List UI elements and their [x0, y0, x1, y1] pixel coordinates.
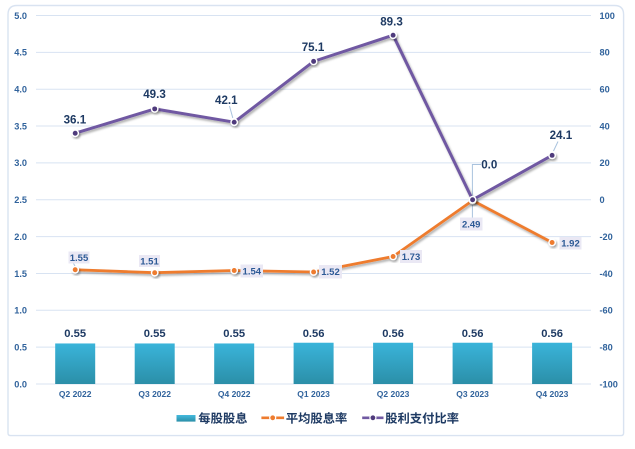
svg-text:5.0: 5.0	[14, 11, 27, 21]
svg-text:0.55: 0.55	[144, 328, 166, 340]
svg-text:1.5: 1.5	[14, 269, 27, 279]
svg-text:80: 80	[600, 48, 610, 58]
svg-text:Q4 2023: Q4 2023	[536, 389, 569, 399]
svg-text:1.73: 1.73	[402, 252, 421, 263]
svg-text:89.3: 89.3	[380, 15, 403, 28]
svg-text:Q3 2023: Q3 2023	[456, 389, 489, 399]
svg-text:3.5: 3.5	[14, 121, 27, 131]
svg-text:42.1: 42.1	[215, 94, 238, 107]
svg-text:-60: -60	[600, 306, 613, 316]
svg-text:4.5: 4.5	[14, 48, 27, 58]
svg-text:-20: -20	[600, 232, 613, 242]
svg-text:2.49: 2.49	[462, 219, 481, 230]
svg-text:Q2 2023: Q2 2023	[377, 389, 410, 399]
svg-text:Q3 2022: Q3 2022	[138, 389, 171, 399]
svg-text:100: 100	[600, 11, 615, 21]
svg-text:75.1: 75.1	[302, 41, 325, 54]
svg-text:4.0: 4.0	[14, 85, 27, 95]
svg-text:0.56: 0.56	[541, 328, 563, 340]
svg-text:-40: -40	[600, 269, 613, 279]
svg-text:-100: -100	[600, 379, 618, 389]
svg-text:1.52: 1.52	[321, 267, 340, 278]
svg-text:0.56: 0.56	[462, 328, 484, 340]
svg-text:20: 20	[600, 158, 610, 168]
svg-text:1.51: 1.51	[140, 256, 159, 267]
svg-text:1.92: 1.92	[561, 239, 580, 250]
svg-text:49.3: 49.3	[143, 88, 166, 101]
svg-text:36.1: 36.1	[64, 113, 87, 126]
svg-text:0.55: 0.55	[64, 328, 86, 340]
svg-text:0: 0	[600, 195, 605, 205]
svg-text:40: 40	[600, 121, 610, 131]
svg-text:Q2 2022: Q2 2022	[59, 389, 92, 399]
svg-text:0.56: 0.56	[382, 328, 404, 340]
svg-text:2.5: 2.5	[14, 195, 27, 205]
svg-text:2.0: 2.0	[14, 232, 27, 242]
svg-text:-80: -80	[600, 342, 613, 352]
svg-text:0.56: 0.56	[303, 328, 325, 340]
svg-text:3.0: 3.0	[14, 158, 27, 168]
svg-text:Q4 2022: Q4 2022	[218, 389, 251, 399]
svg-text:Q1 2023: Q1 2023	[297, 389, 330, 399]
svg-text:1.55: 1.55	[70, 253, 89, 264]
svg-text:60: 60	[600, 85, 610, 95]
svg-text:0.5: 0.5	[14, 342, 27, 352]
svg-text:0.55: 0.55	[223, 328, 245, 340]
svg-text:1.54: 1.54	[243, 266, 262, 277]
svg-text:0.0: 0.0	[481, 159, 497, 172]
svg-text:0.0: 0.0	[14, 379, 27, 389]
svg-text:24.1: 24.1	[550, 129, 573, 142]
svg-text:1.0: 1.0	[14, 306, 27, 316]
